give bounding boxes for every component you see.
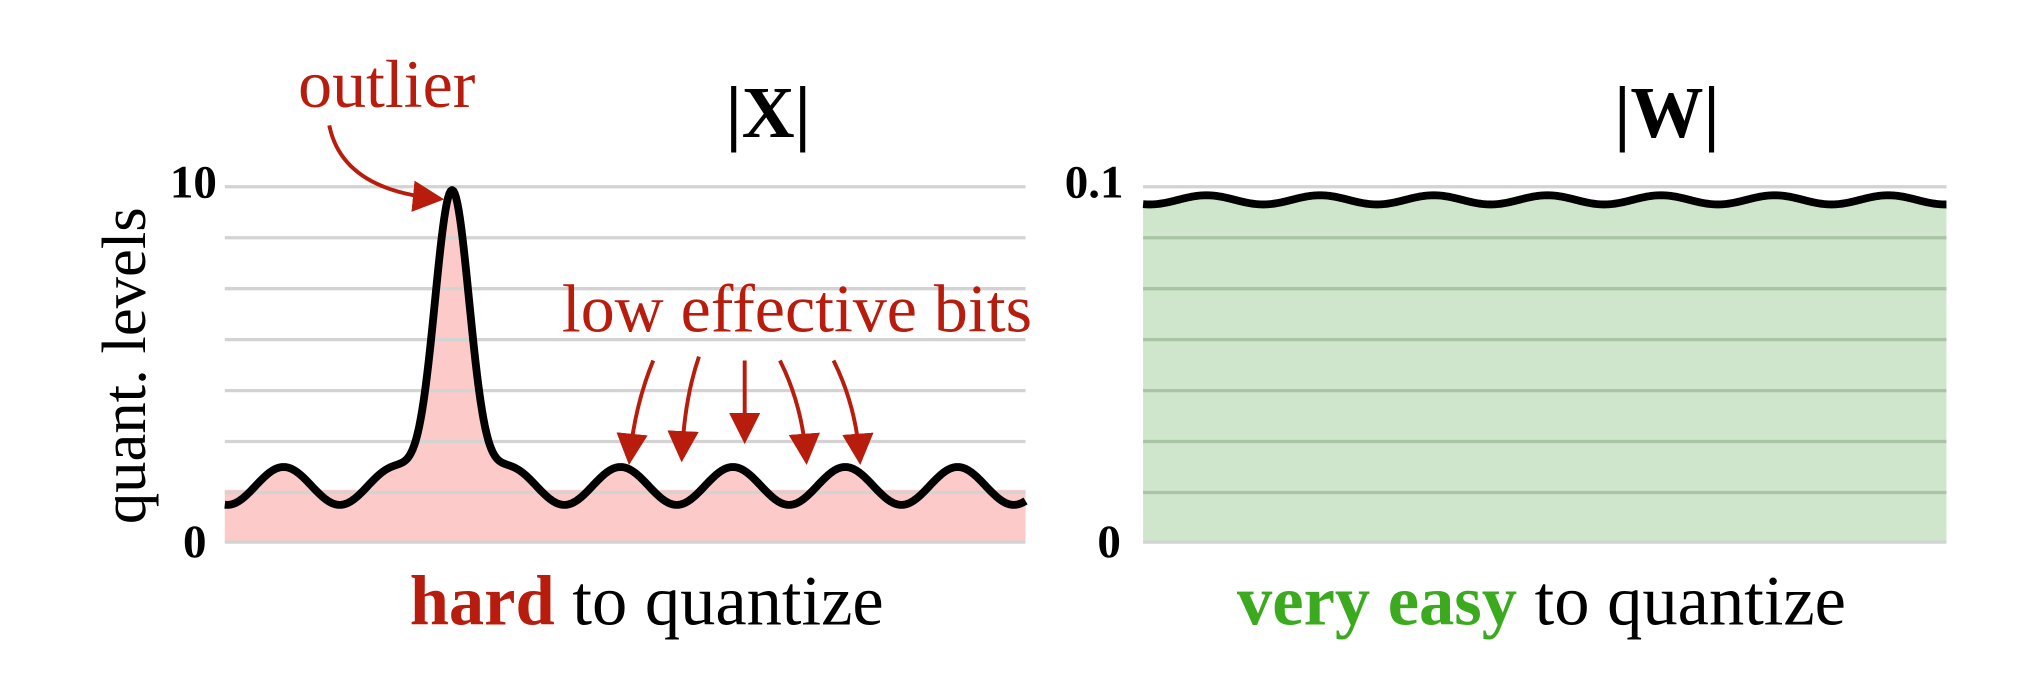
annotation: outlier [298,46,476,122]
y-top-label: 10 [170,157,217,209]
arrow [831,359,874,466]
panel-title: |W| [1614,72,1719,153]
arrow [667,355,701,463]
caption-emphasis: hard [410,563,555,641]
pink-area [224,190,1026,543]
caption: very easy to quantize [1237,563,1846,641]
caption-rest: to quantize [1535,563,1846,641]
activation-panel [222,185,1029,544]
arrows [327,125,874,466]
y-axis-label: quant. levels [89,207,159,524]
panel-title: |X| [726,72,811,153]
caption: hard to quantize [410,563,884,641]
annotation: low effective bits [562,271,1032,347]
y-bottom-label: 0 [1097,516,1121,568]
arrow [616,359,656,465]
caption-emphasis: very easy [1237,563,1517,641]
activation-curve [222,186,1029,509]
weight-curve [1140,191,1950,209]
y-top-label: 0.1 [1065,157,1124,209]
green-area [1143,195,1947,543]
weight-panel [1140,185,1950,544]
y-bottom-label: 0 [183,516,207,568]
arrow [327,125,445,212]
caption-rest: to quantize [572,563,883,641]
arrow [778,359,820,466]
